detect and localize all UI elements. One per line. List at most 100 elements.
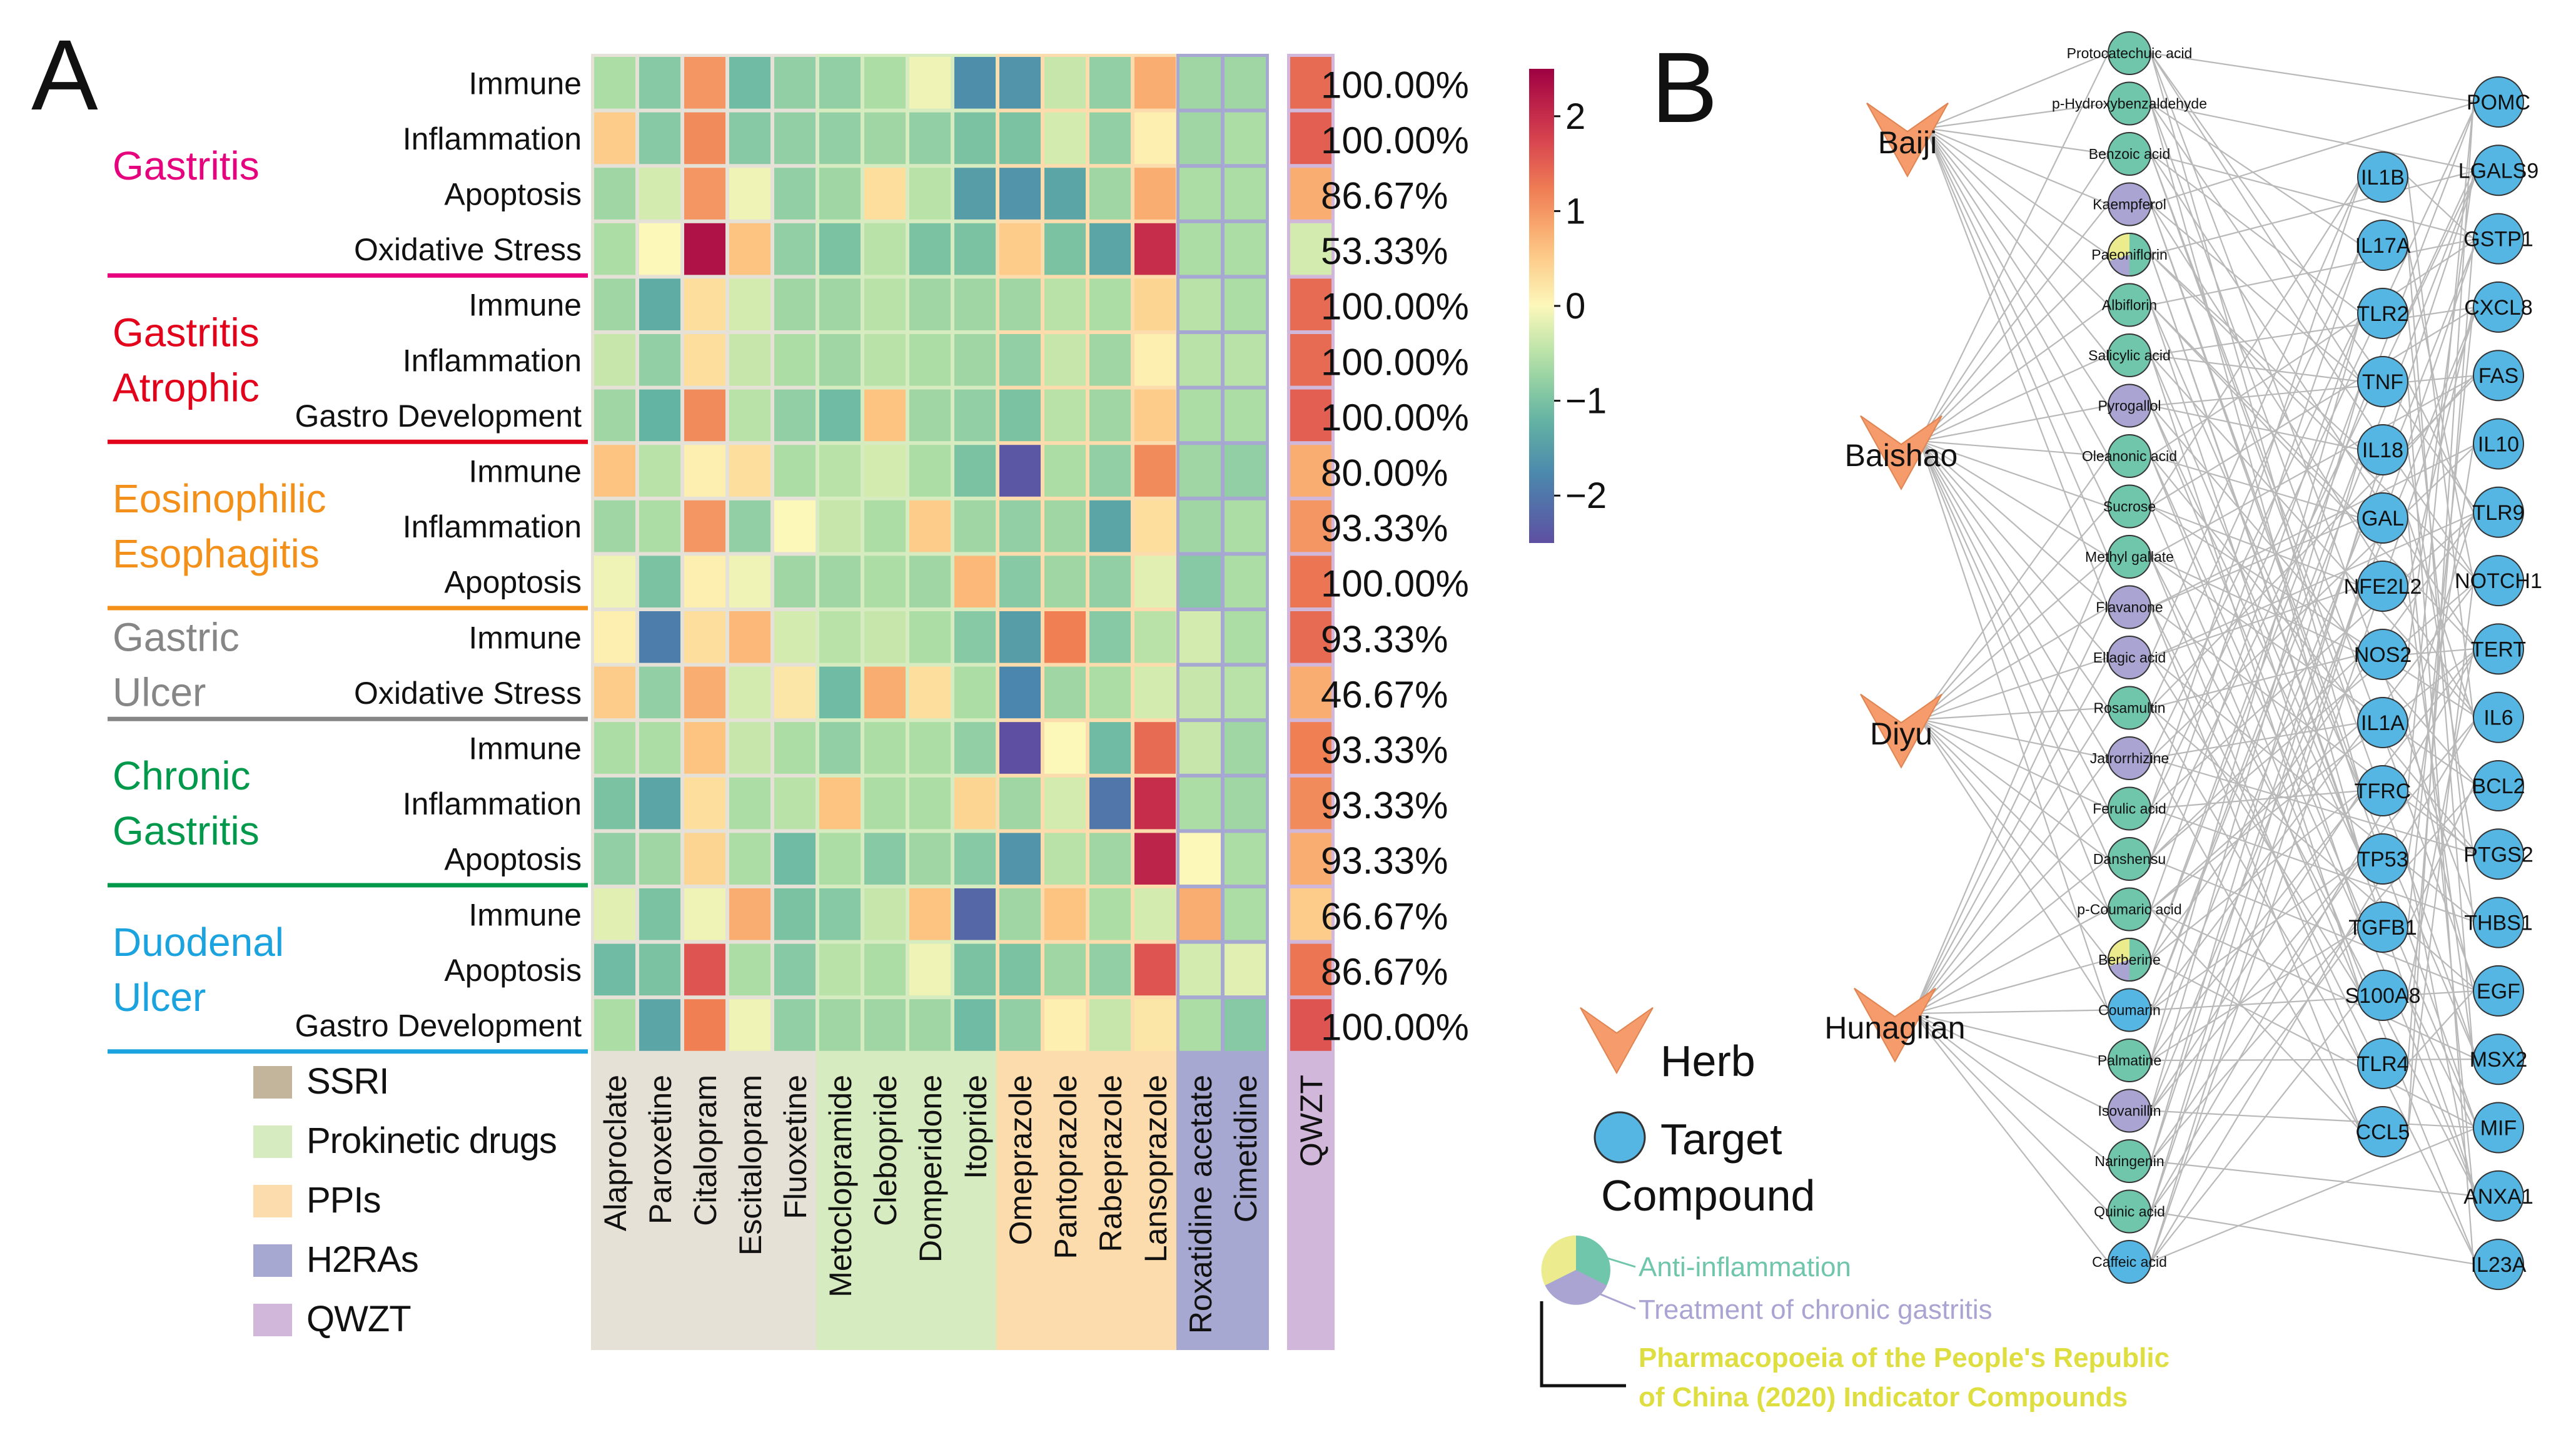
drug-label: Paroxetine — [643, 1075, 678, 1224]
heatmap-cell — [864, 278, 906, 330]
heatmap-cell — [1179, 666, 1221, 719]
compound-target-edge — [2149, 355, 2478, 1128]
heatmap-cell — [1089, 556, 1131, 607]
herb-compound-edge — [1913, 958, 2109, 1015]
target-node — [2473, 350, 2524, 402]
network-edges — [1912, 52, 2478, 1266]
heatmap-cell — [954, 888, 996, 940]
herb-node — [1860, 415, 1942, 490]
heatmap-cell — [639, 278, 680, 330]
herb-compound-edge — [1926, 128, 2109, 255]
compound-target-edge — [2149, 170, 2478, 1162]
heatmap-cell — [1179, 611, 1221, 663]
percent-label: 93.33% — [1321, 618, 1448, 660]
drug-label: Itopride — [958, 1075, 993, 1179]
herb-compound-edge — [1919, 53, 2109, 442]
compound-target-edge — [2149, 176, 2363, 658]
compound-target-edge — [2149, 313, 2363, 910]
heatmap-cell — [954, 278, 996, 330]
heatmap-cell — [864, 666, 906, 719]
heatmap-cell — [594, 168, 635, 220]
compound-label: Jatrorrhizine — [2090, 750, 2169, 766]
legend-label: PPIs — [306, 1180, 381, 1221]
compound-node — [2108, 686, 2151, 730]
herb-compound-edge — [1926, 128, 2109, 507]
heatmap-cell — [954, 777, 996, 830]
heatmap-cell — [1290, 389, 1331, 442]
heatmap-cell — [1290, 999, 1331, 1051]
heatmap-cell — [1134, 223, 1176, 275]
drug-label: Domperidone — [913, 1075, 948, 1262]
herb-compound-edge — [1919, 354, 2109, 442]
heatmap-cell — [729, 223, 770, 275]
herb-compound-edge — [1926, 52, 2109, 129]
heatmap-cell — [639, 666, 680, 719]
percent-label: 80.00% — [1321, 452, 1448, 494]
heatmap-cell — [864, 833, 906, 885]
heatmap-cell — [729, 999, 770, 1051]
compound-target-edge — [2150, 53, 2478, 513]
target-label: CCL5 — [2356, 1120, 2410, 1144]
row-label: Gastro Development — [295, 399, 582, 434]
target-label: TLR4 — [2356, 1052, 2408, 1076]
compound-target-edge — [2149, 455, 2478, 1265]
percent-labels: 100.00% 100.00% 86.67% 53.33% 100.00% 100.00%… — [1321, 64, 1469, 1048]
compound-node — [2108, 1189, 2151, 1234]
heatmap-cell — [819, 278, 861, 330]
target-label: IL17A — [2355, 234, 2411, 258]
target-label: IL18 — [2362, 439, 2403, 462]
heatmap-cell — [909, 556, 951, 607]
drug-label: Metoclopramide — [823, 1075, 858, 1297]
heatmap-cell — [774, 500, 816, 552]
heatmap-cell — [1089, 445, 1131, 497]
compound-target-edge — [2149, 586, 2363, 1262]
legend-pharmacopoeia: Pharmacopoeia of the People's Republic — [1639, 1343, 2169, 1373]
target-label: IL1B — [2361, 166, 2405, 190]
compound-target-edge — [2150, 858, 2478, 992]
heatmap-cell — [1044, 57, 1086, 109]
herb-compound-edge — [1913, 1013, 2109, 1162]
herb-compound-edge — [1925, 128, 2109, 557]
herb-compound-edge — [1919, 440, 2109, 860]
colorbar-bar — [1529, 69, 1554, 543]
heatmap-cell — [774, 223, 816, 275]
heatmap-cell — [954, 223, 996, 275]
drug-label: Citalopram — [688, 1075, 723, 1226]
heatmap-cell — [1134, 833, 1176, 885]
herb-compound-edge — [1919, 719, 2109, 960]
heatmap-cell — [1134, 943, 1176, 996]
compound-label: Oleanonic acid — [2082, 448, 2177, 464]
heatmap-cell — [819, 168, 861, 220]
legend-pie-slice — [1545, 1270, 1607, 1305]
heatmap-cell — [1290, 833, 1331, 885]
target-label: TP53 — [2357, 848, 2408, 871]
heatmap-cell — [684, 389, 725, 442]
heatmap-cell — [729, 500, 770, 552]
herb-compound-edge — [1919, 719, 2109, 910]
target-node — [2357, 1106, 2408, 1157]
row-label: Gastro Development — [295, 1008, 582, 1043]
heatmap-cell — [864, 777, 906, 830]
disease-label: Duodenal — [113, 920, 284, 965]
legend-leader — [1594, 1253, 1636, 1268]
compound-node — [2108, 31, 2151, 75]
herb-compound-edge — [1913, 707, 2109, 1014]
target-node — [2357, 356, 2408, 407]
heatmap-cell — [594, 112, 635, 165]
compound-label: Quinic acid — [2094, 1204, 2165, 1220]
compound-target-edge — [2150, 254, 2362, 450]
compound-label: Protocatechuic acid — [2067, 45, 2193, 61]
heatmap-cell — [954, 168, 996, 220]
heatmap-cell — [774, 556, 816, 607]
compound-target-edge — [2150, 648, 2478, 1212]
heatmap-cell — [1290, 334, 1331, 386]
target-node — [2473, 1239, 2524, 1291]
herb-compound-edge — [1913, 1009, 2109, 1015]
heatmap-cell — [1179, 500, 1221, 552]
compound-target-edge — [2150, 238, 2478, 306]
compound-target-edge — [2150, 556, 2362, 655]
heatmap-cell — [1225, 833, 1266, 885]
herb-compound-edge — [1919, 254, 2109, 442]
heatmap-cell — [729, 278, 770, 330]
compound-target-edge — [2150, 153, 2362, 314]
